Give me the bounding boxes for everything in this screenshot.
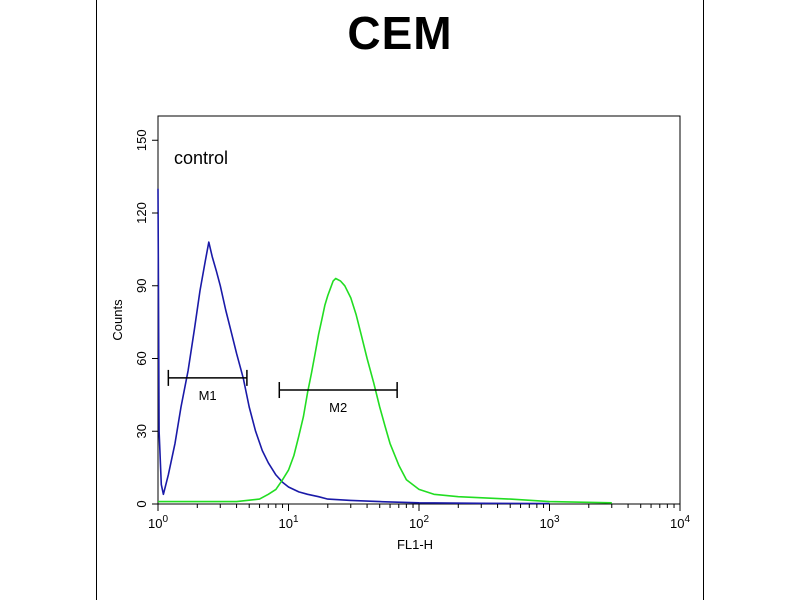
tick-layer: 0 30 60 90 120 150 100 101 102 103 104 [134,129,690,531]
y-tick-label-0: 0 [134,500,149,507]
series-line-1 [158,277,612,504]
marker-layer: M1 M2 [167,369,398,415]
x-tick-label-100: 102 [409,514,429,531]
y-tick-label-30: 30 [134,424,149,438]
y-tick-label-150: 150 [134,129,149,151]
x-tick-label-1000: 103 [539,514,559,531]
figure-panel [96,0,704,600]
x-tick-label-10000: 104 [670,514,690,531]
marker-label-m1: M1 [199,388,217,403]
chart-title: CEM [347,7,453,59]
plot-border [157,115,681,505]
y-tick-label-90: 90 [134,279,149,293]
x-axis-label: FL1-H [397,537,433,552]
x-tick-label-10: 101 [278,514,298,531]
y-tick-label-60: 60 [134,351,149,365]
series-layer [157,188,612,505]
y-tick-label-120: 120 [134,202,149,224]
x-tick-label-1: 100 [148,514,168,531]
series-line-0 [157,188,550,505]
y-axis-label: Counts [110,299,125,341]
plot-frame [157,115,681,505]
marker-label-m2: M2 [329,400,347,415]
control-annotation: control [174,148,228,168]
